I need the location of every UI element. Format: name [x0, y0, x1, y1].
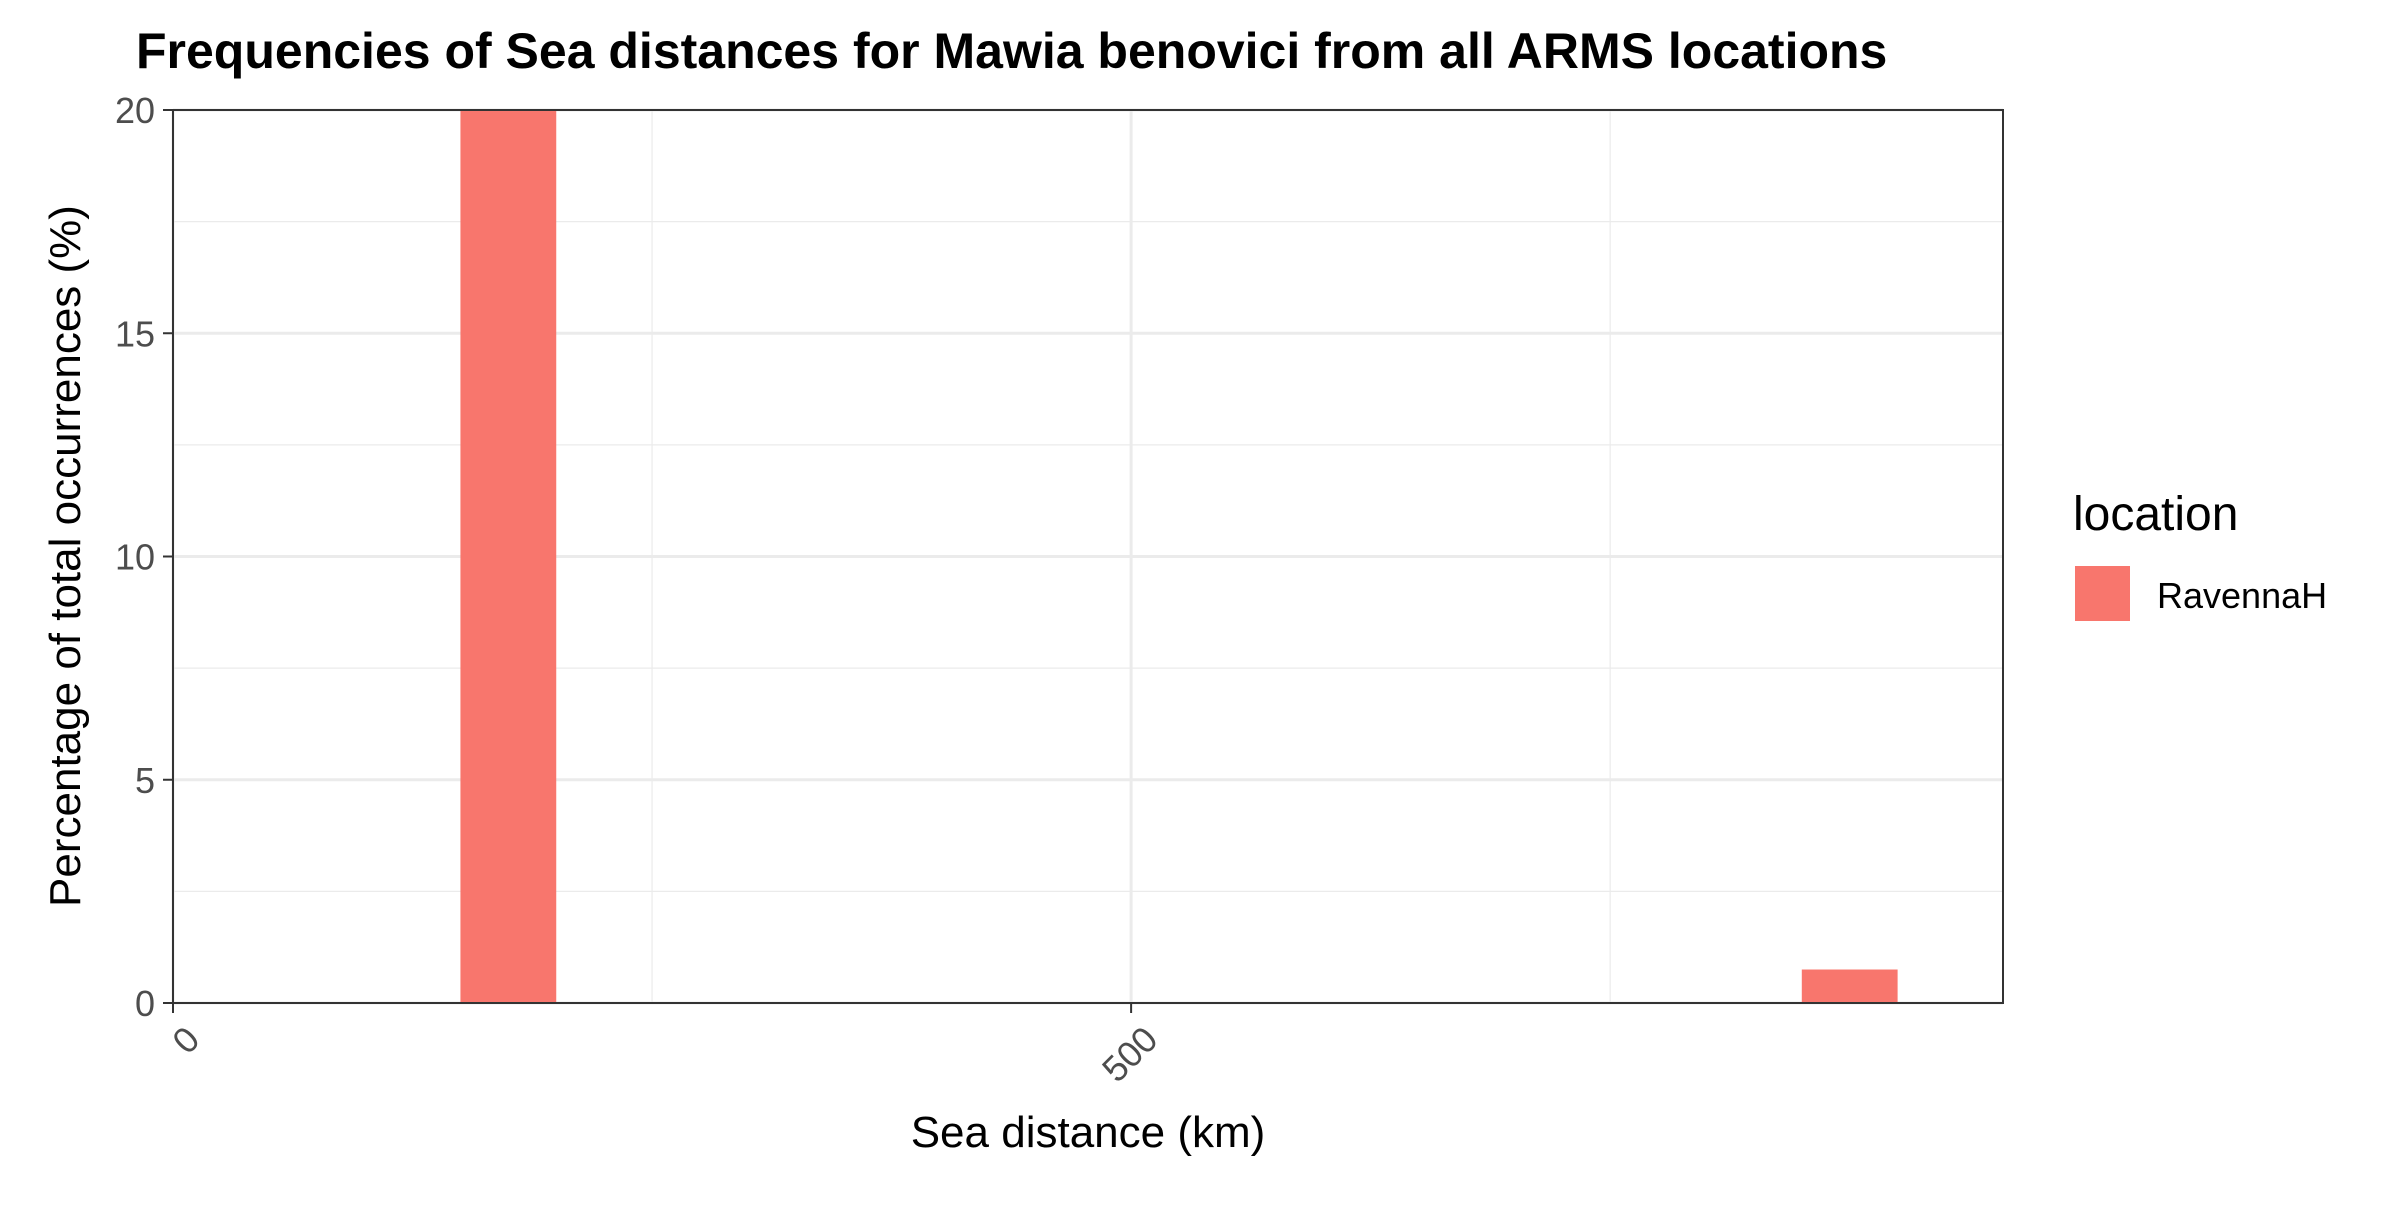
legend-key-ravennah — [2075, 566, 2130, 621]
y-tick-label: 20 — [115, 90, 155, 131]
histogram-bar — [460, 110, 557, 1003]
x-axis-label: Sea distance (km) — [911, 1108, 1266, 1157]
legend: location RavennaH — [2073, 488, 2327, 621]
histogram-bar — [1801, 969, 1898, 1003]
chart-title: Frequencies of Sea distances for Mawia b… — [136, 23, 1887, 79]
y-axis-label: Percentage of total occurrences (%) — [41, 205, 90, 907]
legend-label-ravennah: RavennaH — [2157, 575, 2327, 616]
y-tick-label: 10 — [115, 537, 155, 578]
y-tick-label: 0 — [135, 983, 155, 1024]
bar-layer — [460, 110, 1898, 1003]
legend-title: location — [2073, 488, 2238, 541]
y-tick-label: 5 — [135, 760, 155, 801]
y-tick-label: 15 — [115, 313, 155, 354]
